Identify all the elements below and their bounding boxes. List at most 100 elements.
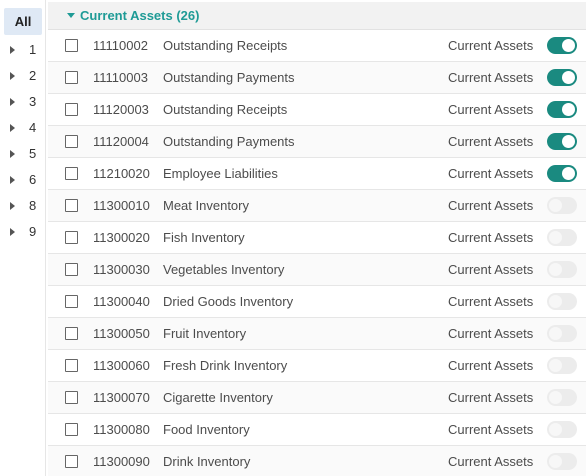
table-row[interactable]: 11120003 Outstanding Receipts Current Asse… xyxy=(48,94,586,126)
table-row[interactable]: 11110003 Outstanding Payments Current Asse… xyxy=(48,62,586,94)
row-checkbox[interactable] xyxy=(65,327,78,340)
table-row[interactable]: 11300050 Fruit Inventory Current Assets xyxy=(48,318,586,350)
row-checkbox[interactable] xyxy=(65,103,78,116)
account-type: Current Assets xyxy=(448,422,534,437)
sidebar-item-9[interactable]: 9 xyxy=(0,222,46,242)
table-row[interactable]: 11300020 Fish Inventory Current Assets xyxy=(48,222,586,254)
account-type: Current Assets xyxy=(448,262,534,277)
row-checkbox[interactable] xyxy=(65,359,78,372)
sidebar-item-label: 2 xyxy=(29,68,37,83)
row-checkbox[interactable] xyxy=(65,39,78,52)
account-name: Meat Inventory xyxy=(163,198,249,213)
toggle-knob xyxy=(562,167,575,180)
active-toggle[interactable] xyxy=(547,197,577,214)
account-code: 11110002 xyxy=(93,38,148,53)
account-type: Current Assets xyxy=(448,230,534,245)
account-name: Food Inventory xyxy=(163,422,250,437)
account-type: Current Assets xyxy=(448,102,534,117)
caret-right-icon xyxy=(10,72,15,80)
toggle-knob xyxy=(549,391,562,404)
account-type: Current Assets xyxy=(448,38,534,53)
table-row[interactable]: 11300010 Meat Inventory Current Assets xyxy=(48,190,586,222)
row-checkbox[interactable] xyxy=(65,231,78,244)
active-toggle[interactable] xyxy=(547,133,577,150)
sidebar-item-2[interactable]: 2 xyxy=(0,66,46,86)
active-toggle[interactable] xyxy=(547,293,577,310)
active-toggle[interactable] xyxy=(547,69,577,86)
table-row[interactable]: 11110002 Outstanding Receipts Current Asse… xyxy=(48,30,586,62)
account-code: 11120003 xyxy=(93,102,149,117)
table-row[interactable]: 11300080 Food Inventory Current Assets xyxy=(48,414,586,446)
table-row[interactable]: 11120004 Outstanding Payments Current Asse… xyxy=(48,126,586,158)
toggle-knob xyxy=(562,39,575,52)
account-name: Fresh Drink Inventory xyxy=(163,358,288,373)
account-code: 11300090 xyxy=(93,454,150,469)
row-checkbox[interactable] xyxy=(65,391,78,404)
account-name: Outstanding Receipts xyxy=(163,102,288,117)
toggle-knob xyxy=(549,359,562,372)
active-toggle[interactable] xyxy=(547,421,577,438)
account-code: 11300030 xyxy=(93,262,150,277)
sidebar-item-1[interactable]: 1 xyxy=(0,40,46,60)
caret-right-icon xyxy=(10,46,15,54)
active-toggle[interactable] xyxy=(547,261,577,278)
sidebar-item-8[interactable]: 8 xyxy=(0,196,46,216)
caret-right-icon xyxy=(10,202,15,210)
sidebar-item-label: 4 xyxy=(29,120,37,135)
table-row[interactable]: 11300030 Vegetables Inventory Current Asse… xyxy=(48,254,586,286)
group-title: Current Assets (26) xyxy=(80,8,200,23)
table-row[interactable]: 11300090 Drink Inventory Current Assets xyxy=(48,446,586,476)
sidebar-item-5[interactable]: 5 xyxy=(0,144,46,164)
active-toggle[interactable] xyxy=(547,101,577,118)
account-type: Current Assets xyxy=(448,70,534,85)
sidebar-item-label: 3 xyxy=(29,94,37,109)
active-toggle[interactable] xyxy=(547,229,577,246)
toggle-knob xyxy=(549,263,562,276)
toggle-knob xyxy=(562,103,575,116)
row-checkbox[interactable] xyxy=(65,263,78,276)
account-name: Outstanding Payments xyxy=(163,70,295,85)
toggle-knob xyxy=(549,423,562,436)
row-checkbox[interactable] xyxy=(65,455,78,468)
account-code: 11300010 xyxy=(93,198,150,213)
row-checkbox[interactable] xyxy=(65,135,78,148)
account-name: Fish Inventory xyxy=(163,230,245,245)
toggle-knob xyxy=(549,231,562,244)
sidebar-item-6[interactable]: 6 xyxy=(0,170,46,190)
table-row[interactable]: 11300040 Dried Goods Inventory Current Ass… xyxy=(48,286,586,318)
account-code: 11300040 xyxy=(93,294,150,309)
row-checkbox[interactable] xyxy=(65,423,78,436)
table-row[interactable]: 11210020 Employee Liabilities Current Asse… xyxy=(48,158,586,190)
active-toggle[interactable] xyxy=(547,37,577,54)
table-row[interactable]: 11300060 Fresh Drink Inventory Current Ass… xyxy=(48,350,586,382)
toggle-knob xyxy=(549,327,562,340)
group-header-current-assets[interactable]: Current Assets (26) xyxy=(48,2,586,30)
account-type: Current Assets xyxy=(448,166,534,181)
sidebar-item-3[interactable]: 3 xyxy=(0,92,46,112)
sidebar-item-all[interactable]: All xyxy=(4,8,42,35)
sidebar-item-label: 1 xyxy=(29,42,37,57)
sidebar-item-label: 9 xyxy=(29,224,37,239)
active-toggle[interactable] xyxy=(547,357,577,374)
active-toggle[interactable] xyxy=(547,389,577,406)
account-code: 11300020 xyxy=(93,230,150,245)
active-toggle[interactable] xyxy=(547,165,577,182)
caret-right-icon xyxy=(10,228,15,236)
account-list: Current Assets (26) 11110002 Outstanding … xyxy=(48,0,586,476)
account-name: Fruit Inventory xyxy=(163,326,247,341)
active-toggle[interactable] xyxy=(547,453,577,470)
row-checkbox[interactable] xyxy=(65,167,78,180)
account-code: 11110003 xyxy=(93,70,148,85)
account-code: 11300060 xyxy=(93,358,150,373)
table-row[interactable]: 11300070 Cigarette Inventory Current Asset… xyxy=(48,382,586,414)
account-type: Current Assets xyxy=(448,358,534,373)
account-name: Drink Inventory xyxy=(163,454,251,469)
account-type: Current Assets xyxy=(448,294,534,309)
active-toggle[interactable] xyxy=(547,325,577,342)
sidebar-item-label: 8 xyxy=(29,198,37,213)
row-checkbox[interactable] xyxy=(65,295,78,308)
row-checkbox[interactable] xyxy=(65,199,78,212)
caret-right-icon xyxy=(10,150,15,158)
sidebar-item-4[interactable]: 4 xyxy=(0,118,46,138)
row-checkbox[interactable] xyxy=(65,71,78,84)
